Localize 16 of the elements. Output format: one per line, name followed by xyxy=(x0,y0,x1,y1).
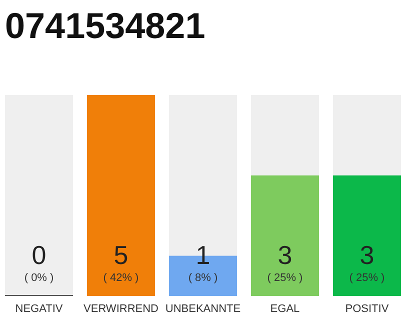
annotation: ( 25% ) xyxy=(349,272,385,284)
annotation: ( 0% ) xyxy=(24,272,54,284)
x-tick-label: VERWIRREND xyxy=(84,303,159,315)
data-label: 1 xyxy=(196,240,210,270)
x-tick-label: NEGATIV xyxy=(15,303,64,315)
data-label: 3 xyxy=(360,240,374,270)
x-tick-label: EGAL xyxy=(270,303,300,315)
annotation: ( 25% ) xyxy=(267,272,303,284)
chart-title: 0741534821 xyxy=(5,5,206,46)
x-tick-label: UNBEKANNTE xyxy=(165,303,241,315)
x-tick-label: POSITIV xyxy=(345,303,390,315)
data-label: 3 xyxy=(278,240,292,270)
annotation: ( 42% ) xyxy=(103,272,139,284)
data-label: 0 xyxy=(32,240,46,270)
annotation: ( 8% ) xyxy=(188,272,218,284)
data-label: 5 xyxy=(114,240,128,270)
